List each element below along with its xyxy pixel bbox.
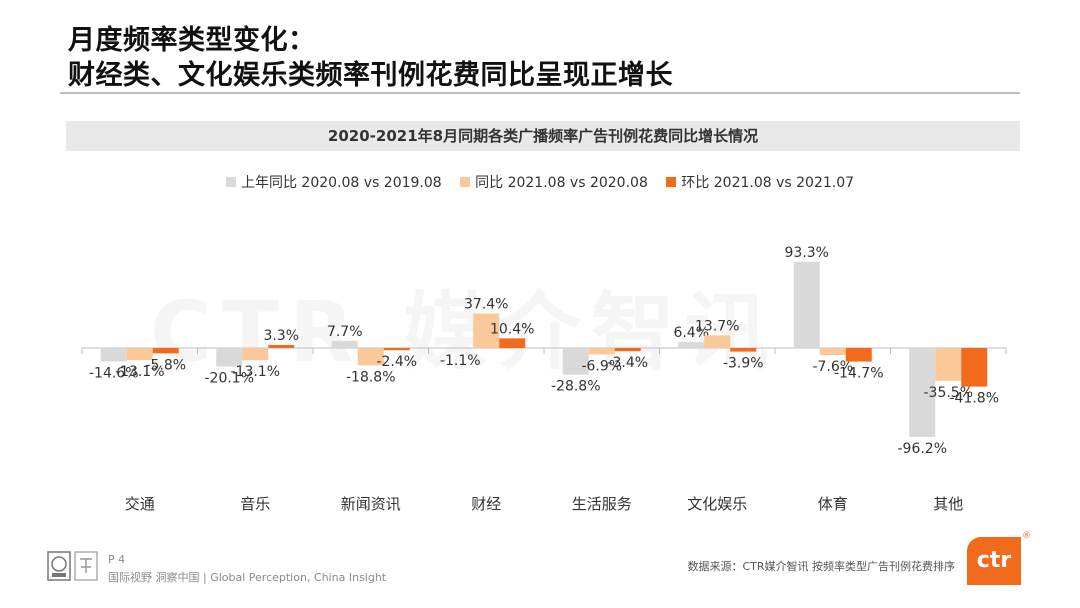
bar-yoy-prev: [331, 340, 358, 348]
data-label-mom: 10.4%: [490, 321, 534, 337]
data-label-yoy: -18.8%: [346, 369, 396, 385]
x-tick-label: 音乐: [240, 495, 270, 513]
data-label-yoy-prev: 93.3%: [785, 245, 829, 261]
data-label-yoy-prev: 6.4%: [673, 325, 709, 341]
chart-legend: 上年同比 2020.08 vs 2019.08 同比 2021.08 vs 20…: [0, 172, 1080, 192]
data-label-mom: -14.7%: [834, 366, 884, 382]
bar-mom: [268, 344, 295, 348]
bar-yoy: [357, 348, 384, 366]
bar-yoy: [935, 348, 962, 381]
data-source: 数据来源：CTR媒介智讯 按频率类型广告刊例花费排序: [687, 560, 955, 573]
ctr-logo: ctr: [967, 537, 1021, 585]
bar-yoy: [242, 348, 269, 361]
footer-slogan: 国际视野 洞察中国 | Global Perception, China Ins…: [108, 571, 387, 584]
x-tick-label: 交通: [125, 495, 155, 513]
data-label-mom: -3.9%: [723, 356, 764, 372]
legend-swatch-yoy: [460, 177, 471, 187]
legend-label-yoy: 同比 2021.08 vs 2020.08: [475, 175, 648, 191]
data-label-yoy-prev: -96.2%: [897, 441, 947, 457]
bar-yoy-prev: [216, 348, 243, 367]
data-label-mom: -2.4%: [376, 354, 417, 370]
data-label-yoy-prev: -14.6%: [89, 365, 139, 381]
data-label-yoy: -7.6%: [812, 359, 853, 375]
data-label-yoy: 13.7%: [695, 318, 739, 334]
bar-yoy-prev: [909, 348, 936, 437]
bar-yoy: [473, 313, 500, 348]
bar-mom: [961, 348, 988, 387]
data-label-mom: -41.8%: [949, 391, 999, 407]
data-label-yoy: -13.1%: [115, 364, 165, 380]
legend-label-mom: 环比 2021.08 vs 2021.07: [681, 175, 855, 191]
bar-yoy-prev: [678, 342, 705, 348]
x-tick-label: 生活服务: [572, 495, 632, 513]
data-label-yoy-prev: 7.7%: [327, 324, 363, 340]
bar-mom: [383, 348, 410, 351]
legend-item-yoy: 同比 2021.08 vs 2020.08: [460, 172, 648, 192]
data-label-mom: -5.8%: [145, 357, 186, 373]
legend-swatch-yoy-prev: [225, 177, 236, 187]
bar-mom: [614, 348, 641, 352]
bar-mom: [845, 348, 872, 362]
bar-yoy-prev: [100, 348, 127, 362]
data-label-yoy-prev: -1.1%: [440, 353, 481, 369]
data-label-yoy-prev: -20.1%: [204, 371, 254, 387]
x-tick-label: 体育: [818, 495, 848, 513]
registered-mark-icon: ®: [1022, 531, 1031, 541]
data-label-yoy: 37.4%: [464, 296, 508, 312]
x-tick-label: 新闻资讯: [341, 495, 401, 513]
legend-swatch-mom: [666, 177, 677, 187]
bar-yoy: [704, 335, 731, 348]
x-tick-label: 其他: [933, 495, 963, 513]
legend-item-mom: 环比 2021.08 vs 2021.07: [666, 172, 854, 192]
data-label-yoy: -35.5%: [923, 385, 973, 401]
slide-title-line-1: 月度频率类型变化：: [68, 25, 316, 56]
bar-yoy-prev: [562, 348, 589, 375]
certification-logos-icon: [47, 551, 98, 581]
bar-mom: [730, 348, 757, 352]
bar-yoy: [819, 348, 846, 356]
slide-title-line-2: 财经类、文化娱乐类频率刊例花费同比呈现正增长: [68, 60, 673, 91]
bar-yoy-prev: [447, 348, 474, 350]
bar-mom: [152, 348, 179, 354]
page-number: P 4: [108, 553, 126, 566]
x-tick-label: 文化娱乐: [687, 495, 747, 513]
chart-title: 2020-2021年8月同期各类广播频率广告刊例花费同比增长情况: [66, 121, 1020, 151]
data-label-mom: -3.4%: [607, 355, 648, 371]
bar-mom: [499, 338, 526, 348]
data-label-mom: 3.3%: [263, 328, 299, 344]
title-divider: [60, 92, 1020, 94]
data-label-yoy-prev: -28.8%: [551, 379, 601, 395]
legend-label-yoy-prev: 上年同比 2020.08 vs 2019.08: [240, 175, 442, 191]
bar-yoy-prev: [793, 261, 820, 348]
legend-item-yoy-prev: 上年同比 2020.08 vs 2019.08: [225, 172, 442, 192]
bar-yoy: [588, 348, 615, 355]
data-label-yoy: -13.1%: [230, 364, 280, 380]
bar-yoy: [126, 348, 153, 361]
data-label-yoy: -6.9%: [581, 358, 622, 374]
x-tick-label: 财经: [471, 495, 501, 513]
